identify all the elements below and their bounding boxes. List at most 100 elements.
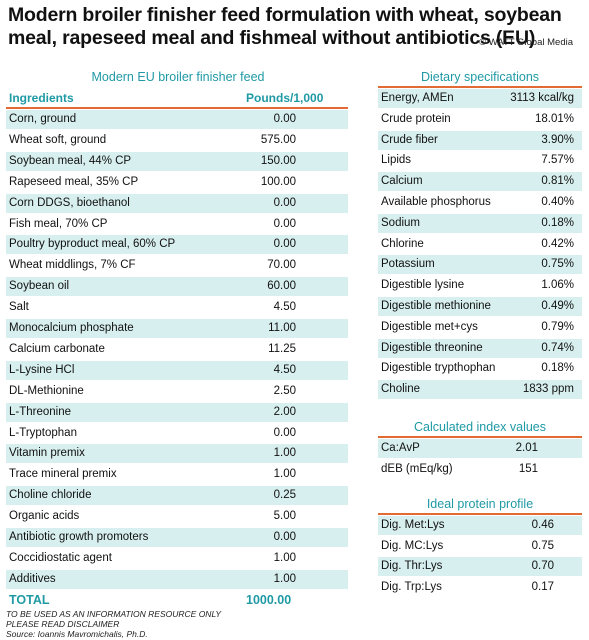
row-label: Vitamin premix xyxy=(9,447,85,460)
row-label: Soybean meal, 44% CP xyxy=(9,154,132,167)
row-value: 0.70 xyxy=(531,560,554,572)
row-label: Digestible methionine xyxy=(381,300,491,312)
table-row: Organic acids 5.00 xyxy=(6,507,348,526)
table-row: Dig. Trp:Lys 0.17 xyxy=(378,578,582,597)
table-row: Wheat soft, ground 575.00 xyxy=(6,131,348,150)
row-value: 0.49% xyxy=(541,300,574,312)
dietary-rule xyxy=(378,86,582,88)
row-value: 0.81% xyxy=(541,175,574,188)
row-value: 0.00 xyxy=(273,113,296,125)
row-value: 4.50 xyxy=(273,363,296,376)
row-value: 0.74% xyxy=(541,341,574,354)
table-row: Ca:AvP 2.01 xyxy=(378,439,582,458)
row-value: 0.42% xyxy=(541,237,574,250)
row-label: Monocalcium phosphate xyxy=(9,322,134,334)
table-row: Dig. MC:Lys 0.75 xyxy=(378,537,582,556)
row-label: Trace mineral premix xyxy=(9,468,117,481)
table-row: Digestible met+cys 0.79% xyxy=(378,318,582,337)
row-value: 0.00 xyxy=(273,217,296,230)
table-row: Digestible trypthophan 0.18% xyxy=(378,359,582,378)
pounds-column-header: Pounds/1,000 xyxy=(246,91,324,105)
table-row: Rapeseed meal, 35% CP 100.00 xyxy=(6,173,348,192)
row-label: Ca:AvP xyxy=(381,442,420,454)
total-value: 1000.00 xyxy=(246,593,292,607)
row-label: Wheat middlings, 7% CF xyxy=(9,259,136,272)
row-value: 0.40% xyxy=(541,196,574,208)
table-row: Dig. Met:Lys 0.46 xyxy=(378,516,582,535)
table-row: Crude fiber 3.90% xyxy=(378,130,582,150)
row-value: 1.00 xyxy=(273,572,296,585)
row-label: Sodium xyxy=(381,216,420,229)
table-row: L-Threonine 2.00 xyxy=(6,402,348,422)
row-value: 70.00 xyxy=(267,259,296,272)
row-label: Chlorine xyxy=(381,237,424,250)
row-value: 11.25 xyxy=(268,342,296,355)
row-label: L-Lysine HCl xyxy=(9,363,75,376)
table-row: Digestible lysine 1.06% xyxy=(378,276,582,295)
table-row: Poultry byproduct meal, 60% CP 0.00 xyxy=(6,235,348,255)
row-label: Fish meal, 70% CP xyxy=(9,217,108,230)
protein-rule xyxy=(378,513,582,515)
row-value: 0.25 xyxy=(273,489,296,502)
total-label: TOTAL xyxy=(9,593,50,607)
row-label: DL-Methionine xyxy=(9,384,84,397)
row-value: 60.00 xyxy=(267,280,296,293)
row-value: 1.00 xyxy=(273,447,296,460)
row-label: Coccidiostatic agent xyxy=(9,551,112,564)
row-label: Dig. Trp:Lys xyxy=(381,580,442,593)
feed-table-heading: Modern EU broiler finisher feed xyxy=(91,70,265,84)
row-label: Salt xyxy=(9,301,29,314)
row-label: Wheat soft, ground xyxy=(9,133,107,146)
table-row: L-Lysine HCl 4.50 xyxy=(6,360,348,380)
row-label: L-Threonine xyxy=(9,405,72,418)
row-value: 1.06% xyxy=(541,279,574,292)
row-label: Available phosphorus xyxy=(381,196,491,208)
row-label: Energy, AMEn xyxy=(381,92,454,104)
row-value: 2.00 xyxy=(273,405,296,418)
row-label: L-Tryptophan xyxy=(9,426,77,439)
table-row: Soybean meal, 44% CP 150.00 xyxy=(6,151,348,171)
row-value: 0.00 xyxy=(273,238,296,251)
row-value: 1.00 xyxy=(273,551,296,564)
row-value: 0.00 xyxy=(273,531,296,543)
table-row: Vitamin premix 1.00 xyxy=(6,444,348,464)
table-row: Fish meal, 70% CP 0.00 xyxy=(6,215,348,234)
row-label: Crude fiber xyxy=(381,133,438,146)
row-label: Dig. Thr:Lys xyxy=(381,560,443,572)
row-label: Digestible trypthophan xyxy=(381,362,496,375)
row-value: 18.01% xyxy=(534,112,574,125)
row-label: Corn, ground xyxy=(9,113,77,125)
row-label: Lipids xyxy=(381,154,412,167)
table-row: Soybean oil 60.00 xyxy=(6,277,348,297)
row-value: 0.79% xyxy=(541,320,574,333)
table-row: Calcium 0.81% xyxy=(378,172,582,192)
row-value: 3113 kcal/kg xyxy=(510,92,574,104)
row-value: 1.00 xyxy=(273,468,296,481)
row-label: Corn DDGS, bioethanol xyxy=(9,196,130,209)
row-label: Choline xyxy=(381,383,420,396)
row-label: Potassium xyxy=(381,258,435,271)
table-row: Digestible methionine 0.49% xyxy=(378,297,582,316)
row-value: 575.00 xyxy=(260,133,296,146)
row-value: 100.00 xyxy=(260,175,296,188)
row-label: Dig. Met:Lys xyxy=(381,519,445,531)
table-row: Additives 1.00 xyxy=(6,569,348,589)
feed-table-rule xyxy=(6,107,348,109)
row-label: Rapeseed meal, 35% CP xyxy=(9,175,139,188)
row-value: 0.00 xyxy=(273,196,296,209)
row-label: Digestible threonine xyxy=(381,341,483,354)
table-row: Salt 4.50 xyxy=(6,298,348,317)
ingredients-column-header: Ingredients xyxy=(9,91,74,105)
row-label: Additives xyxy=(9,572,56,585)
row-label: Digestible lysine xyxy=(381,279,465,292)
row-label: dEB (mEq/kg) xyxy=(381,462,453,475)
row-label: Soybean oil xyxy=(9,280,70,293)
table-row: Choline chloride 0.25 xyxy=(6,486,348,506)
protein-heading: Ideal protein profile xyxy=(426,497,534,511)
row-value: 4.50 xyxy=(273,301,296,314)
table-row: Monocalcium phosphate 11.00 xyxy=(6,319,348,338)
table-row: Corn, ground 0.00 xyxy=(6,110,348,129)
row-value: 2.50 xyxy=(273,384,296,397)
row-value: 151 xyxy=(518,462,538,475)
disclaimer-line-2: PLEASE READ DISCLAIMER xyxy=(6,619,120,629)
